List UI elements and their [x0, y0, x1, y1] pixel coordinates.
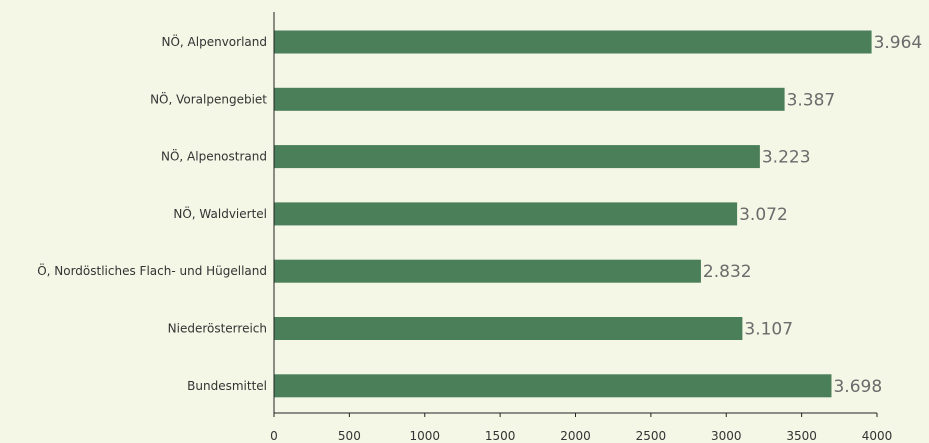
bar-6 [274, 374, 832, 398]
value-label-4: 2.832 [703, 262, 752, 282]
category-label-0: NÖ, Alpenvorland [162, 33, 268, 49]
value-label-5: 3.107 [744, 320, 793, 340]
category-label-6: Bundesmittel [187, 379, 267, 393]
value-label-6: 3.698 [833, 377, 882, 397]
x-tick-label-5: 2500 [636, 429, 667, 443]
x-tick-label-2: 1000 [409, 429, 440, 443]
value-label-0: 3.964 [874, 33, 923, 53]
category-label-3: NÖ, Waldviertel [173, 205, 267, 221]
category-label-5: Niederösterreich [168, 322, 267, 336]
category-label-4: Ö, Nordöstliches Flach- und Hügelland [37, 262, 267, 278]
x-tick-label-3: 1500 [485, 429, 516, 443]
bar-4 [274, 259, 701, 283]
x-tick-label-8: 4000 [862, 429, 893, 443]
bar-0 [274, 30, 872, 54]
x-tick-label-7: 3500 [786, 429, 817, 443]
x-tick-label-0: 0 [270, 429, 278, 443]
bar-2 [274, 145, 760, 169]
value-labels-group: 3.964 3.387 3.223 3.072 2.832 3.107 3.698 [703, 33, 922, 397]
category-label-1: NÖ, Voralpengebiet [150, 90, 267, 106]
value-label-2: 3.223 [762, 148, 811, 168]
bar-3 [274, 202, 738, 226]
bar-1 [274, 87, 785, 111]
value-label-1: 3.387 [787, 90, 836, 110]
value-label-3: 3.072 [739, 205, 788, 225]
category-label-2: NÖ, Alpenostrand [161, 148, 267, 164]
bar-5 [274, 317, 743, 340]
x-ticks-group: 0 500 1000 1500 2000 2500 3000 3500 4000 [270, 413, 892, 443]
x-tick-label-1: 500 [338, 429, 361, 443]
category-labels-group: NÖ, Alpenvorland NÖ, Voralpengebiet NÖ, Al… [37, 33, 267, 393]
x-tick-label-4: 2000 [560, 429, 591, 443]
x-tick-label-6: 3000 [711, 429, 742, 443]
bars-group [274, 30, 872, 398]
